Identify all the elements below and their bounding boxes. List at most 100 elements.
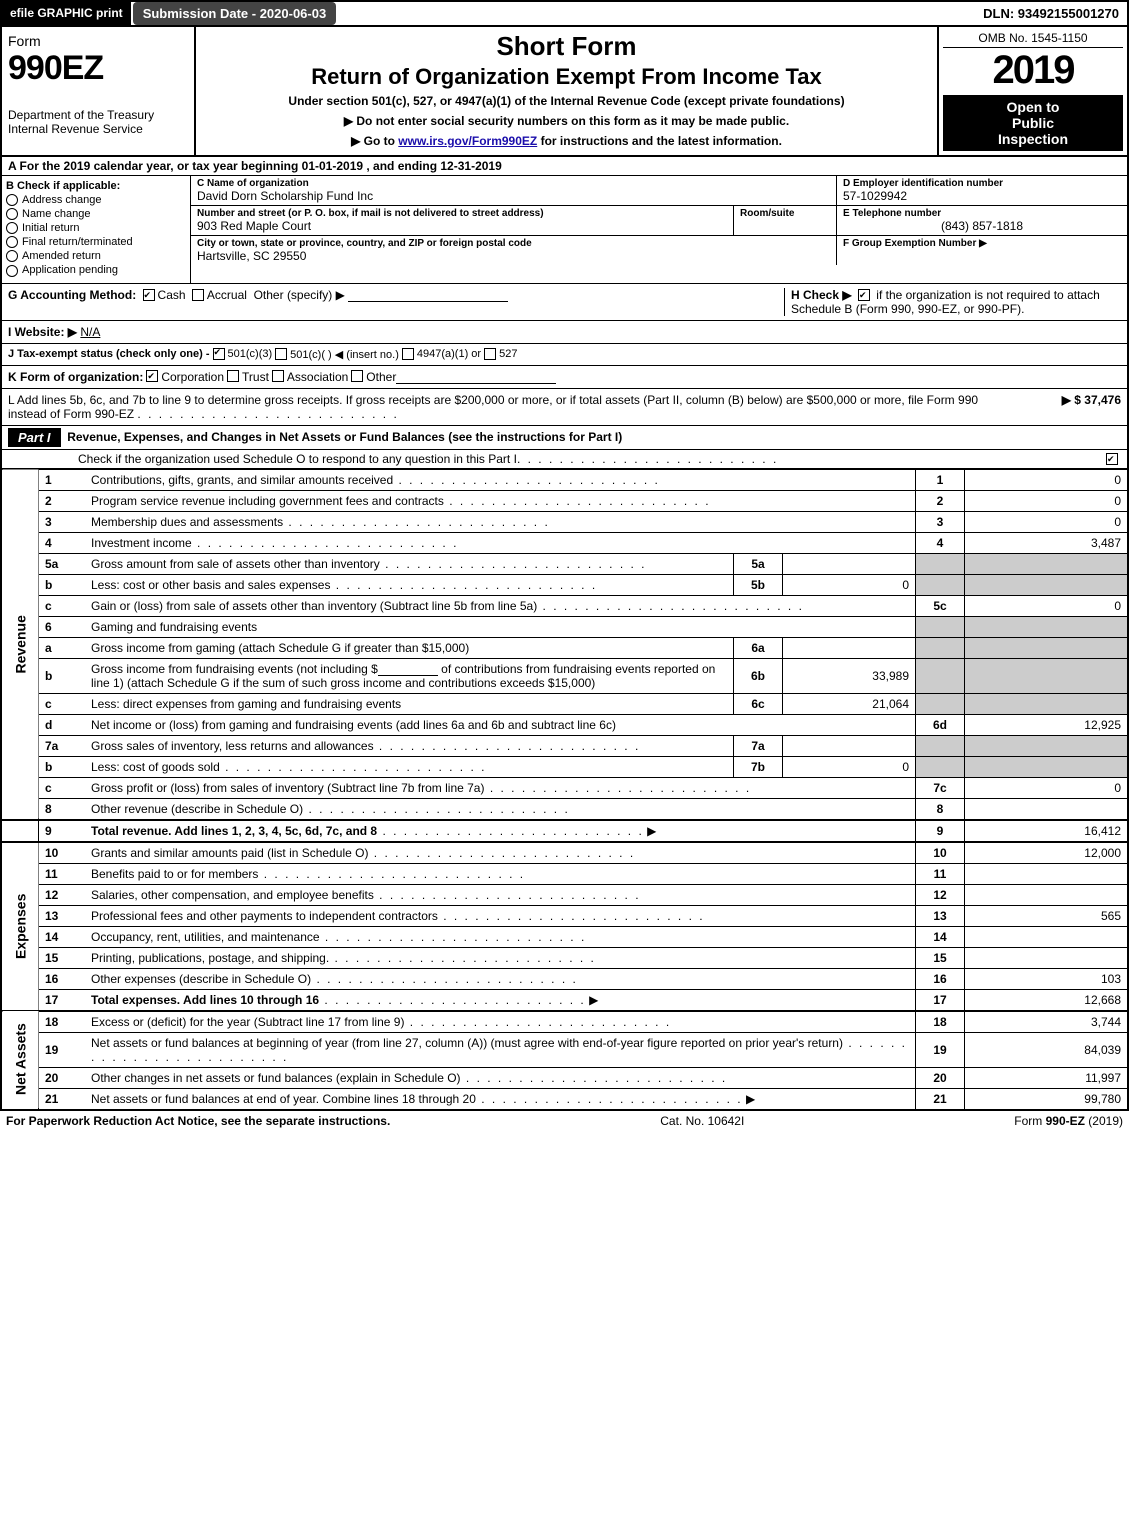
amount-greyed (965, 693, 1128, 714)
box-b-heading: B Check if applicable: (6, 180, 186, 192)
line-amount (965, 863, 1128, 884)
efile-print-button[interactable]: efile GRAPHIC print (2, 2, 131, 25)
line-desc: Gross profit or (loss) from sales of inv… (91, 781, 484, 795)
line-desc: Net assets or fund balances at beginning… (91, 1036, 843, 1050)
irs-link[interactable]: www.irs.gov/Form990EZ (398, 134, 537, 148)
line-num: c (39, 595, 86, 616)
dots (517, 452, 778, 466)
dots (438, 909, 705, 923)
line-amount: 84,039 (965, 1032, 1128, 1067)
line-desc: Total expenses. Add lines 10 through 16 (91, 993, 319, 1007)
dots (311, 972, 578, 986)
checkbox-trust[interactable] (227, 370, 239, 382)
checkbox-4947[interactable] (402, 348, 414, 360)
line-amount: 0 (965, 595, 1128, 616)
amount-greyed (965, 553, 1128, 574)
k-corp: Corporation (161, 370, 224, 384)
line-num: 17 (39, 989, 86, 1011)
line-15: 15 Printing, publications, postage, and … (2, 947, 1127, 968)
col-greyed (916, 693, 965, 714)
line-num: c (39, 777, 86, 798)
line-desc: Membership dues and assessments (91, 515, 283, 529)
col-num: 6d (916, 714, 965, 735)
row-l-amount: ▶ $ 37,476 (1011, 393, 1121, 421)
website-label: I Website: ▶ (8, 325, 77, 339)
open-line1: Open to (947, 99, 1119, 115)
chk-label: Address change (22, 194, 102, 206)
line-18: Net Assets 18 Excess or (deficit) for th… (2, 1011, 1127, 1033)
checkbox-accrual[interactable] (192, 289, 204, 301)
col-num: 1 (916, 469, 965, 490)
line-desc-pre: Gross income from fundraising events (no… (91, 662, 378, 676)
dots (380, 557, 647, 571)
line-amount: 0 (965, 490, 1128, 511)
line-num: d (39, 714, 86, 735)
checkbox-address-change[interactable] (6, 194, 18, 206)
line-amount: 0 (965, 469, 1128, 490)
accrual-label: Accrual (207, 288, 247, 302)
j-b: 501(c)( ) ◀ (insert no.) (290, 348, 399, 361)
col-num: 14 (916, 926, 965, 947)
chk-label: Final return/terminated (22, 236, 133, 248)
city-value: Hartsville, SC 29550 (197, 249, 830, 263)
checkbox-527[interactable] (484, 348, 496, 360)
checkbox-amended-return[interactable] (6, 250, 18, 262)
cash-label: Cash (158, 288, 186, 302)
goto-post: for instructions and the latest informat… (537, 134, 782, 148)
dots (484, 781, 751, 795)
checkbox-501c3[interactable] (213, 348, 225, 360)
line-20: 20 Other changes in net assets or fund b… (2, 1067, 1127, 1088)
donot-ssn-text: ▶ Do not enter social security numbers o… (202, 114, 931, 128)
sub-label: 6b (734, 658, 783, 693)
short-form-title: Short Form (202, 31, 931, 62)
checkbox-application-pending[interactable] (6, 265, 18, 277)
dots (303, 802, 570, 816)
line-num: 15 (39, 947, 86, 968)
line-amount: 3,744 (965, 1011, 1128, 1033)
box-b: B Check if applicable: Address change Na… (2, 176, 191, 283)
boxes-d-e-f: D Employer identification number 57-1029… (837, 176, 1127, 283)
checkbox-corporation[interactable] (146, 370, 158, 382)
line-desc: Salaries, other compensation, and employ… (91, 888, 374, 902)
line-amount (965, 884, 1128, 905)
line-8: 8 Other revenue (describe in Schedule O)… (2, 798, 1127, 820)
checkbox-association[interactable] (272, 370, 284, 382)
form-header: Form 990EZ Department of the Treasury In… (2, 27, 1127, 157)
dept-irs: Internal Revenue Service (8, 122, 188, 136)
line-num: 6 (39, 616, 86, 637)
checkbox-501c[interactable] (275, 348, 287, 360)
col-num: 15 (916, 947, 965, 968)
open-line2: Public (947, 115, 1119, 131)
line-4: 4 Investment income 4 3,487 (2, 532, 1127, 553)
amount-greyed (965, 637, 1128, 658)
checkbox-other-org[interactable] (351, 370, 363, 382)
omb-number: OMB No. 1545-1150 (943, 31, 1123, 48)
line-desc: Total revenue. Add lines 1, 2, 3, 4, 5c,… (91, 824, 377, 838)
checkbox-name-change[interactable] (6, 208, 18, 220)
checkbox-cash[interactable] (143, 289, 155, 301)
dots (137, 407, 398, 421)
amount-greyed (965, 574, 1128, 595)
checkbox-schedule-o[interactable] (1106, 453, 1118, 465)
checkbox-initial-return[interactable] (6, 222, 18, 234)
line-amount (965, 798, 1128, 820)
dots (374, 739, 641, 753)
room-label: Room/suite (740, 208, 830, 219)
line-17: 17 Total expenses. Add lines 10 through … (2, 989, 1127, 1011)
col-greyed (916, 553, 965, 574)
website-value: N/A (80, 325, 100, 339)
line-desc: Less: direct expenses from gaming and fu… (91, 697, 401, 711)
line-num: 14 (39, 926, 86, 947)
form-word: Form (8, 33, 188, 49)
line-amount: 3,487 (965, 532, 1128, 553)
line-10: Expenses 10 Grants and similar amounts p… (2, 842, 1127, 864)
checkbox-h[interactable] (858, 289, 870, 301)
col-num: 16 (916, 968, 965, 989)
city-label: City or town, state or province, country… (197, 238, 830, 249)
line-amount: 12,000 (965, 842, 1128, 864)
line-desc: Other expenses (describe in Schedule O) (91, 972, 311, 986)
checkbox-final-return[interactable] (6, 236, 18, 248)
col-num: 21 (916, 1088, 965, 1109)
arrow-icon: ▶ (647, 824, 656, 838)
line-desc: Professional fees and other payments to … (91, 909, 438, 923)
